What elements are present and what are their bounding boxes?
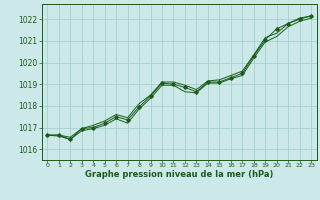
X-axis label: Graphe pression niveau de la mer (hPa): Graphe pression niveau de la mer (hPa) [85, 170, 273, 179]
